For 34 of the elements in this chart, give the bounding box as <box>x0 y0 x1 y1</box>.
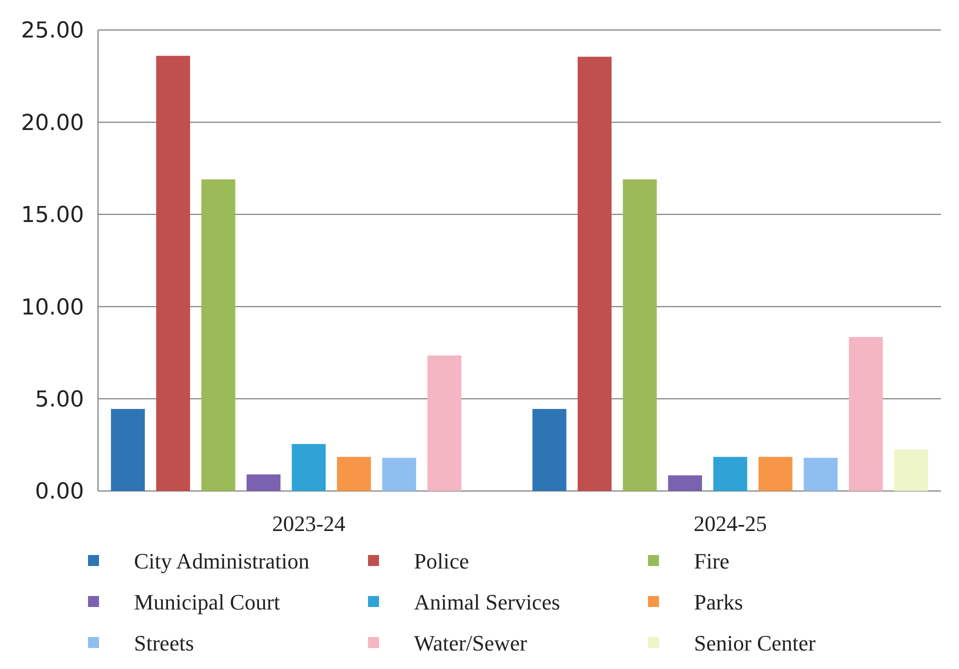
bar <box>246 474 280 491</box>
bar <box>578 56 612 491</box>
legend-label: City Administration <box>134 548 310 574</box>
bar <box>201 179 236 491</box>
bar <box>382 458 416 491</box>
bar <box>292 444 326 491</box>
bar <box>668 475 702 491</box>
bar <box>894 450 928 491</box>
legend-label: Senior Center <box>694 630 816 656</box>
legend-label: Parks <box>694 590 743 615</box>
x-tick-label: 2024-25 <box>694 511 767 536</box>
y-tick-label: 15.00 <box>21 203 84 228</box>
y-tick-label: 0.00 <box>35 480 84 505</box>
bar <box>848 337 883 491</box>
legend-label: Municipal Court <box>134 590 280 615</box>
legend-label: Water/Sewer <box>414 630 528 656</box>
bar <box>427 355 462 491</box>
legend-label: Police <box>414 548 469 574</box>
bar <box>713 456 748 491</box>
y-tick-label: 25.00 <box>21 18 84 44</box>
y-tick-label: 10.00 <box>21 295 84 320</box>
legend-label: Animal Services <box>414 590 560 615</box>
bar <box>622 179 657 491</box>
legend-label: Fire <box>694 548 730 574</box>
bar <box>532 408 566 491</box>
bar <box>337 456 371 491</box>
y-tick-label: 20.00 <box>21 110 84 136</box>
bar <box>156 56 190 491</box>
x-tick-label: 2023-24 <box>272 511 346 536</box>
legend-label: Streets <box>134 630 194 656</box>
bar <box>758 456 792 491</box>
bar <box>804 458 838 491</box>
bar <box>110 408 145 491</box>
y-tick-label: 5.00 <box>35 388 84 412</box>
